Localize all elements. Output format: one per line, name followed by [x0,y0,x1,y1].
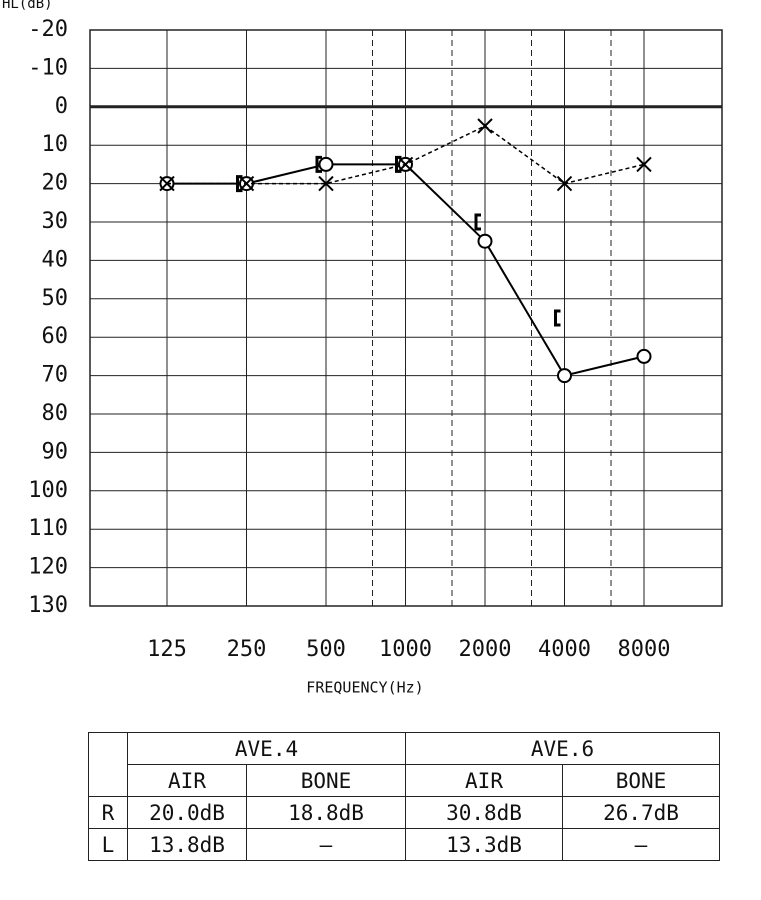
y-tick-label: 90 [42,439,69,464]
marker-bracket [474,213,481,231]
y-tick-label: 100 [28,478,68,503]
table-cell: 13.8dB [127,828,247,861]
marker-cross [159,175,175,192]
y-tick-label: 50 [42,286,69,311]
marker-bracket [315,155,322,173]
x-axis-label: FREQUENCY(Hz) [306,679,423,697]
table-cell: 18.8dB [246,796,406,829]
group-header: AVE.6 [405,732,720,765]
y-tick-label: 110 [28,516,68,541]
y-axis-label: HL(dB) [2,0,53,12]
sub-header: AIR [405,764,563,797]
sub-header: BONE [562,764,720,797]
table-cell: 30.8dB [405,796,563,829]
x-tick-label: 8000 [618,637,671,662]
x-tick-label: 2000 [459,637,512,662]
x-tick-label: 500 [306,637,346,662]
marker-circle [557,368,572,384]
row-label: L [88,828,128,861]
table-cell: – [562,828,720,861]
average-table: AVE.4 AVE.6 AIR BONE AIR BONE R 20.0dB 1… [88,732,720,861]
table-cell [88,732,128,797]
y-tick-label: 40 [42,247,69,272]
chart: HL(dB) FREQUENCY(Hz) -20 -10 0 10 20 30 40 50 60… [2,0,723,697]
marker-bracket [554,309,561,327]
marker-cross [318,175,334,192]
y-tick-label: 120 [28,555,68,580]
x-tick-label: 125 [147,637,187,662]
y-tick-label: 70 [42,363,69,388]
marker-cross [397,156,414,173]
row-label: R [88,796,128,829]
y-tick-label: 80 [42,401,69,426]
table-cell: 26.7dB [562,796,720,829]
y-tick-label: 60 [42,324,69,349]
marker-circle [477,233,493,249]
y-tick-label: 20 [42,171,69,196]
y-tick-label: -10 [28,55,68,80]
table-cell: 13.3dB [405,828,563,861]
marker-bracket [395,155,402,173]
y-tick-label: 10 [42,132,69,157]
y-tick-label: -20 [28,17,68,42]
x-tick-label: 250 [227,637,267,662]
marker-cross [477,118,493,134]
table-cell: – [246,828,406,861]
table-cell: 20.0dB [127,796,247,829]
x-tick-label: 4000 [538,637,591,662]
marker-cross [636,156,652,173]
marker-circle [636,348,652,364]
y-tick-label: 0 [55,94,68,119]
sub-header: AIR [127,764,247,797]
marker-bracket [236,175,243,193]
y-tick-label: 30 [42,209,69,234]
marker-cross [238,175,255,192]
x-tick-label: 1000 [379,637,432,662]
y-tick-label: 130 [28,593,68,618]
group-header: AVE.4 [127,732,406,765]
marker-cross [556,175,573,192]
marker-circle [318,156,334,172]
sub-header: BONE [246,764,406,797]
